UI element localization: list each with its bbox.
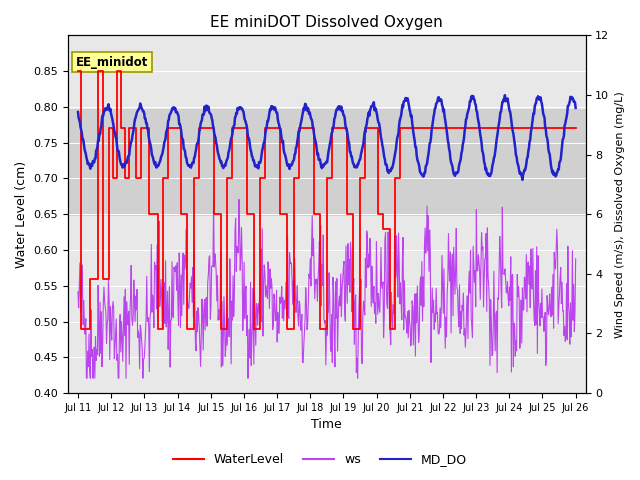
- Title: EE miniDOT Dissolved Oxygen: EE miniDOT Dissolved Oxygen: [211, 15, 443, 30]
- Text: EE_minidot: EE_minidot: [76, 56, 148, 69]
- X-axis label: Time: Time: [312, 419, 342, 432]
- Y-axis label: Wind Speed (m/s), Dissolved Oxygen (mg/L): Wind Speed (m/s), Dissolved Oxygen (mg/L…: [615, 91, 625, 337]
- Y-axis label: Water Level (cm): Water Level (cm): [15, 161, 28, 268]
- Bar: [68, 109, 586, 216]
- Legend: WaterLevel, ws, MD_DO: WaterLevel, ws, MD_DO: [168, 448, 472, 471]
